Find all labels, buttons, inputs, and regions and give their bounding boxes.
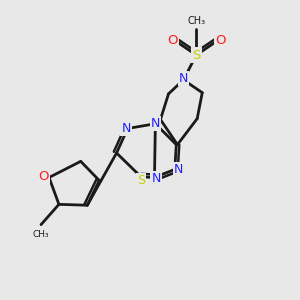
Text: N: N (122, 122, 131, 135)
Text: N: N (151, 117, 160, 130)
Text: CH₃: CH₃ (33, 230, 49, 239)
Text: S: S (137, 174, 145, 187)
Text: O: O (167, 34, 178, 47)
Text: O: O (215, 34, 225, 47)
Text: N: N (174, 163, 183, 176)
Text: CH₃: CH₃ (187, 16, 205, 26)
Text: N: N (179, 72, 188, 85)
Text: N: N (151, 172, 161, 185)
Text: O: O (39, 170, 49, 183)
Text: S: S (192, 49, 200, 62)
